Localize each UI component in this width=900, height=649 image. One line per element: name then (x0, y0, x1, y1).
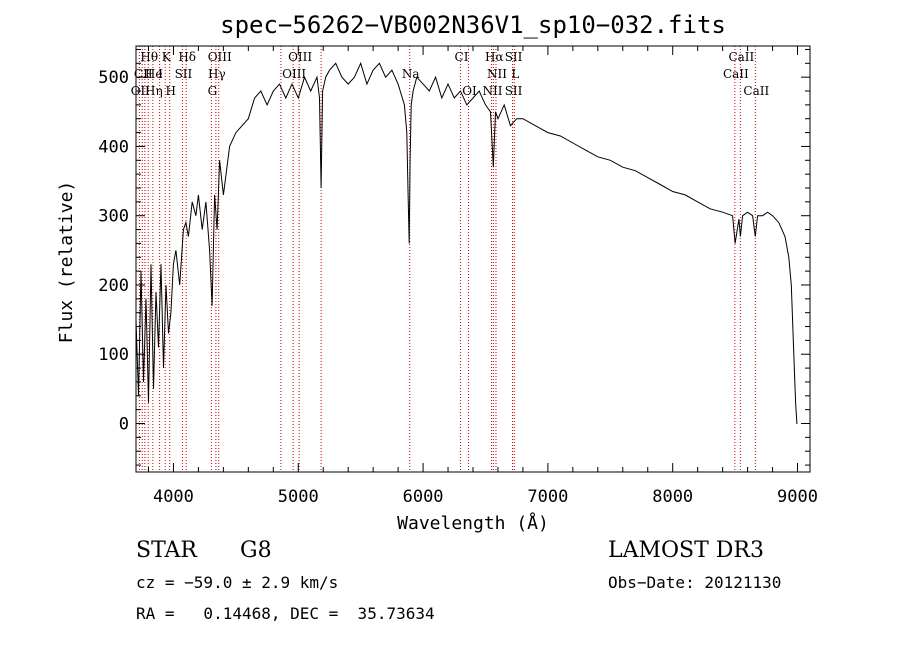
line-label: Na (402, 67, 420, 81)
y-axis-label: Flux (relative) (56, 181, 77, 344)
y-tick-label: 400 (98, 137, 129, 157)
line-label: H (165, 84, 175, 98)
line-label: CI (455, 50, 469, 64)
x-tick-label: 5000 (278, 487, 319, 507)
y-tick-label: 200 (98, 276, 129, 296)
line-label: Hα (485, 50, 504, 64)
line-label: K (162, 50, 172, 64)
line-label: I (158, 67, 163, 81)
line-label: OIII (288, 50, 312, 64)
x-tick-label: 6000 (403, 487, 444, 507)
line-label: CaII (743, 84, 769, 98)
emission-line-markers (138, 46, 756, 472)
line-label: He (145, 67, 163, 81)
spectrum-line (135, 61, 798, 424)
ra-dec: RA = 0.14468, DEC = 35.73634 (136, 604, 435, 623)
line-label: G (208, 84, 218, 98)
line-label: OIII (208, 50, 232, 64)
line-label: NII (487, 67, 507, 81)
line-label: SII (505, 50, 523, 64)
redshift-velocity: cz = −59.0 ± 2.9 km/s (136, 573, 339, 592)
line-label: CaII (723, 67, 749, 81)
observation-date: Obs−Date: 20121130 (608, 573, 782, 592)
line-label: Hγ (208, 67, 226, 81)
line-label: OIII (282, 67, 306, 81)
line-label: Hδ (178, 50, 196, 64)
line-label: CaII (728, 50, 754, 64)
line-label: NII (482, 84, 502, 98)
survey-name: LAMOST DR3 (608, 538, 764, 563)
spectral-subclass: G8 (240, 538, 272, 563)
y-axis: 0 100 200 300 400 500 (98, 48, 810, 466)
line-label: L (511, 67, 519, 81)
plot-frame (135, 45, 811, 473)
y-tick-label: 0 (119, 415, 129, 435)
x-tick-label: 9000 (777, 487, 818, 507)
x-tick-label: 8000 (652, 487, 693, 507)
line-label: SII (175, 67, 193, 81)
line-label: OI (462, 84, 477, 98)
x-axis-label: Wavelength (Å) (397, 512, 549, 534)
x-tick-label: 7000 (527, 487, 568, 507)
chart-title: spec−56262−VB002N36V1_sp10−032.fits (220, 11, 726, 39)
line-label: Hθ (140, 50, 158, 64)
line-label: Hη (145, 84, 163, 98)
y-tick-label: 300 (98, 207, 129, 227)
x-axis: 4000 5000 6000 7000 8000 9000 (147, 46, 818, 507)
line-label: SII (505, 84, 523, 98)
y-tick-label: 100 (98, 345, 129, 365)
x-tick-label: 4000 (153, 487, 194, 507)
y-tick-label: 500 (98, 68, 129, 88)
object-class: STAR (136, 538, 197, 563)
